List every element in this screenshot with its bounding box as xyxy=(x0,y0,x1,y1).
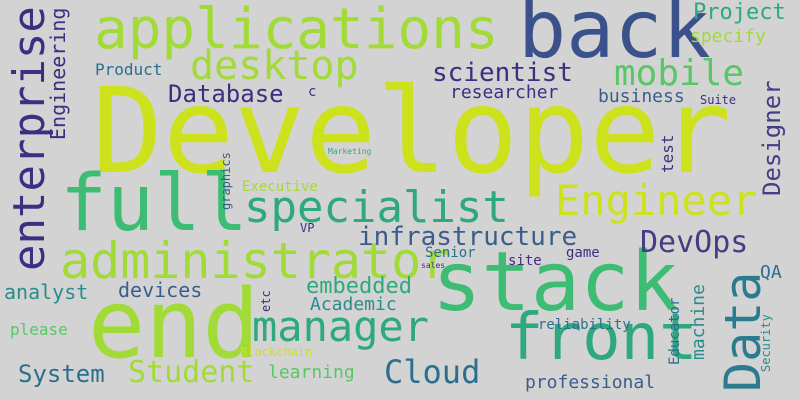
word-etc: etc xyxy=(259,290,273,312)
word-applications: applications xyxy=(94,0,499,62)
word-project: Project xyxy=(693,0,786,25)
word-engineer: Engineer xyxy=(555,176,758,225)
word-devices: devices xyxy=(118,278,203,302)
word-blockchain: Blockchain xyxy=(240,345,313,359)
word-embedded: embedded xyxy=(306,274,412,299)
word-infrastructure: infrastructure xyxy=(358,222,578,252)
word-mobile: mobile xyxy=(614,53,745,94)
word-designer: Designer xyxy=(758,80,786,196)
word-graphics: graphics xyxy=(219,152,233,210)
word-executive: Executive xyxy=(242,179,318,195)
word-machine: machine xyxy=(688,284,709,360)
word-desktop: desktop xyxy=(190,43,359,89)
word-reliability: reliability xyxy=(538,317,631,333)
word-administrator: administrator xyxy=(60,232,452,290)
word-c: c xyxy=(308,84,317,100)
word-front: front xyxy=(505,301,698,375)
word-full: full xyxy=(60,159,248,249)
word-suite: Suite xyxy=(700,93,737,107)
word-vp: VP xyxy=(300,221,315,235)
word-engineering: Engineering xyxy=(46,7,70,140)
word-analyst: analyst xyxy=(4,280,89,304)
word-student: Student xyxy=(128,355,255,390)
word-specify: specify xyxy=(690,26,766,47)
word-educator: Educator xyxy=(667,297,683,365)
word-devops: DevOps xyxy=(640,225,749,260)
word-stack: stack xyxy=(432,235,679,330)
word-please: please xyxy=(10,320,68,339)
word-scientist: scientist xyxy=(432,58,573,88)
word-site: site xyxy=(508,253,542,269)
word-researcher: researcher xyxy=(450,82,559,103)
word-senior: Senior xyxy=(425,245,476,261)
word-game: game xyxy=(566,245,600,261)
word-sales: sales xyxy=(421,261,446,270)
word-manager: manager xyxy=(252,302,430,351)
word-learning: learning xyxy=(268,362,355,383)
word-developer: Developer xyxy=(92,62,732,200)
word-marketing: Marketing xyxy=(328,147,372,156)
word-back: back xyxy=(518,0,711,76)
word-qa: QA xyxy=(760,262,782,283)
word-database: Database xyxy=(168,80,284,108)
word-professional: professional xyxy=(525,372,656,393)
word-academic: Academic xyxy=(310,294,397,315)
word-specialist: specialist xyxy=(244,182,509,233)
word-business: business xyxy=(598,86,685,107)
word-product: Product xyxy=(95,60,163,79)
word-test: test xyxy=(658,134,677,173)
word-cloud: Cloud xyxy=(384,353,481,391)
word-security: Security xyxy=(759,314,773,372)
word-system: System xyxy=(18,360,105,388)
word-end: end xyxy=(88,270,260,380)
